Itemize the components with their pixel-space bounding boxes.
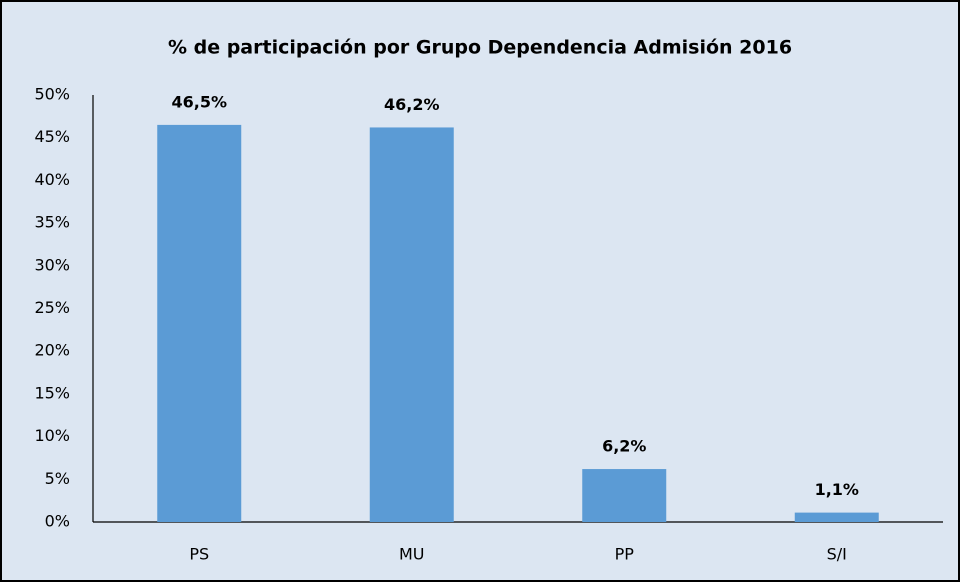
y-tick-label: 30% bbox=[34, 255, 70, 274]
data-label: 6,2% bbox=[602, 437, 646, 456]
y-tick-label: 20% bbox=[34, 341, 70, 360]
y-tick-label: 0% bbox=[45, 512, 70, 531]
chart-title: % de participación por Grupo Dependencia… bbox=[168, 37, 792, 59]
y-tick-label: 10% bbox=[34, 426, 70, 445]
y-tick-label: 25% bbox=[34, 298, 70, 317]
y-tick-label: 35% bbox=[34, 213, 70, 232]
y-tick-label: 15% bbox=[34, 383, 70, 402]
bar bbox=[369, 127, 454, 523]
data-label: 46,5% bbox=[171, 92, 227, 111]
bar bbox=[157, 124, 242, 522]
x-tick-label: MU bbox=[399, 545, 425, 564]
y-tick-label: 50% bbox=[34, 85, 70, 104]
y-tick-label: 45% bbox=[34, 127, 70, 146]
y-tick-label: 5% bbox=[45, 469, 70, 488]
x-tick-label: PP bbox=[615, 545, 635, 564]
x-tick-label: S/I bbox=[827, 545, 847, 564]
data-label: 1,1% bbox=[815, 480, 859, 499]
y-tick-label: 40% bbox=[34, 170, 70, 189]
data-label: 46,2% bbox=[384, 95, 440, 114]
bar bbox=[582, 469, 667, 522]
bar bbox=[794, 512, 879, 522]
x-tick-label: PS bbox=[189, 545, 209, 564]
